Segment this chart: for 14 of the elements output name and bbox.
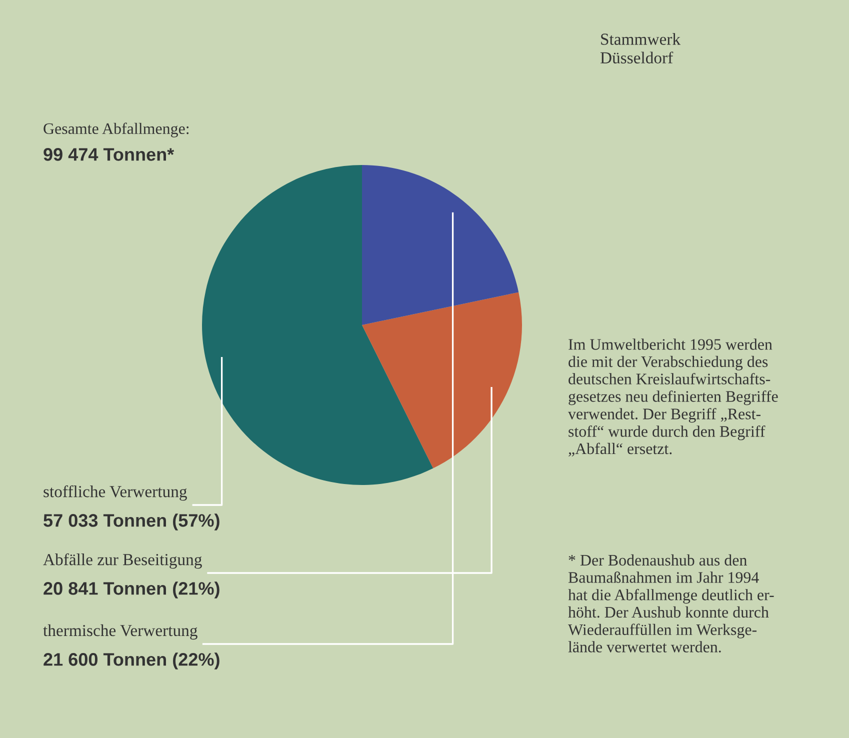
- pie-slice: [202, 165, 434, 485]
- text: 99 474 Tonnen*: [44, 148, 174, 161]
- text: Im Umweltbericht 1995 werden die mit der Verabschiedung des deutschen Kreislaufwirtschafts- gesetzes neu definierten Begriffe verwendet. Der Begriff „Rest- stoff“ wurde durch den Begriff „Abfall“ ersetzt.: [568, 338, 778, 456]
- pie-slice: [362, 165, 519, 325]
- text: Stammwerk Düsseldorf: [600, 33, 681, 64]
- text: Gesamte Abfallmenge:: [44, 122, 189, 138]
- pie-slice: [362, 292, 522, 468]
- data-label: 57 033 Tonnen (57%): [44, 514, 220, 530]
- data-label: 21 600 Tonnen (22%): [44, 652, 220, 670]
- text: * Der Bodenaushub aus den Baumaßnahmen im Jahr 1994 hat die Abfallmenge deutlich er- höht. Der Aushub konnte durch Wiederauffüllen im Werksge- lände verwertet werden.: [568, 554, 774, 652]
- slice-label: thermische Verwertung: [43, 624, 198, 640]
- data-label: 20 841 Tonnen (21%): [44, 582, 220, 598]
- slice-label: stoffliche Verwertung: [44, 485, 187, 501]
- slice-label: Abfälle zur Beseitigung: [43, 553, 202, 569]
